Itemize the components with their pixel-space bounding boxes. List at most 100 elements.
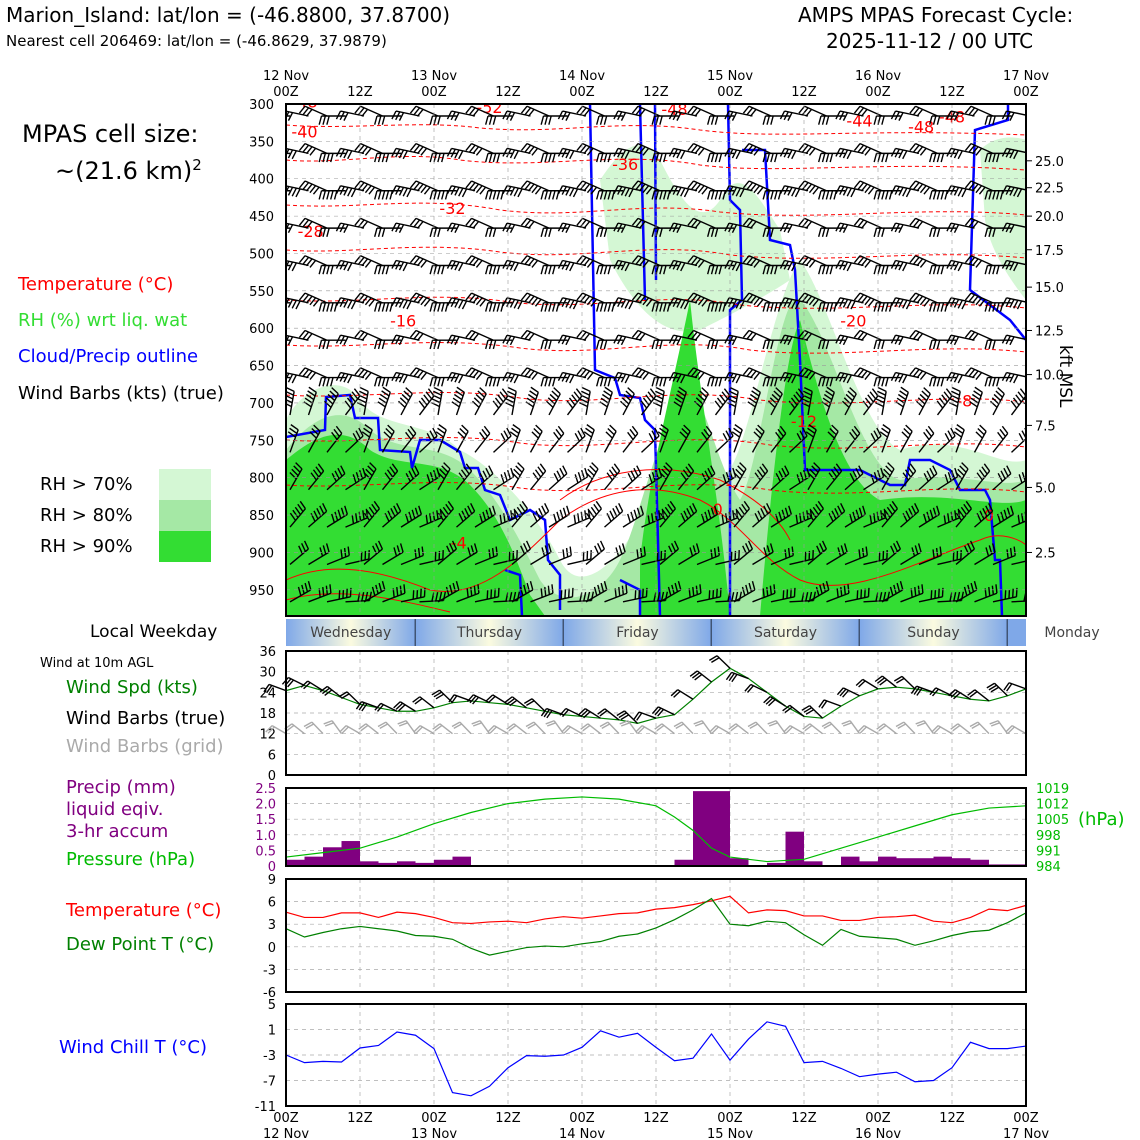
wind-10m-title: Wind at 10m AGL	[40, 656, 154, 671]
weekday-band	[1007, 619, 1026, 646]
wind-barb-feather	[557, 372, 564, 381]
temperature-panel-frame	[285, 878, 1027, 993]
wind-barb-feather	[787, 112, 793, 121]
wind-barb-feather	[291, 468, 299, 477]
wind-barb-feather	[264, 116, 266, 125]
wind-barb-feather	[953, 112, 960, 121]
wind-barb-feather	[751, 390, 760, 397]
wind-barb-feather	[668, 297, 675, 307]
wind-barb-feather	[491, 547, 495, 558]
wind-barb-feather	[873, 513, 876, 523]
wind-barb-feather	[839, 148, 845, 158]
wind-barb	[955, 508, 972, 528]
wind-barb-feather	[690, 294, 698, 303]
wind-barb-feather	[557, 260, 564, 269]
wind-barb-feather	[826, 386, 835, 393]
temperature-contour-label: -32	[439, 199, 465, 218]
wind-barb-feather	[779, 185, 786, 195]
wind-barb-feather	[968, 294, 976, 303]
wind-barb-feather	[366, 509, 373, 518]
wind-barb-feather	[631, 143, 639, 152]
wind-barb-feather	[1005, 111, 1011, 121]
grid-wind-barb	[1011, 725, 1027, 735]
wind-barb-feather	[506, 186, 512, 195]
wind-barb-feather	[520, 180, 528, 189]
wind-barb	[900, 592, 924, 603]
wind-barb	[395, 147, 420, 155]
wind-barb-feather	[1009, 187, 1015, 196]
wind-barb-feather	[679, 431, 687, 439]
grid-wind-barb	[883, 723, 897, 735]
wind-barb-feather	[414, 549, 417, 559]
wind-barb-feather	[275, 265, 277, 274]
wind-barb-feather	[309, 372, 317, 380]
wind-barb-feather	[694, 146, 702, 155]
wind-barb-feather	[839, 298, 845, 308]
wind-barb-feather	[946, 185, 952, 195]
wind-barb-feather	[663, 190, 667, 200]
wind-barb-feather	[569, 262, 575, 272]
wind-barb	[585, 508, 602, 528]
wind-barb	[715, 517, 738, 528]
wind-barb-feather	[599, 265, 604, 275]
wind-barb	[419, 517, 442, 528]
wind-barb	[673, 185, 698, 192]
surface-wind-barb-feather	[485, 694, 494, 702]
pressure-tick-label: 984	[1036, 860, 1061, 875]
wind-barb-feather	[858, 465, 864, 474]
wind-barb-feather	[436, 510, 439, 520]
wind-barb-feather	[733, 427, 742, 434]
surface-wind-barb	[716, 655, 731, 669]
wind-barb-feather	[607, 377, 612, 387]
wind-barb-feather	[813, 462, 821, 470]
wind-barb-feather	[331, 387, 339, 395]
wind-barb-feather	[271, 265, 273, 274]
wind-barb-feather	[298, 143, 306, 152]
wind-barb-feather	[950, 373, 956, 382]
wind-barb-feather	[835, 185, 841, 195]
wind-barb-feather	[513, 468, 521, 477]
wind-barb-feather	[454, 149, 460, 159]
wind-barb	[844, 393, 857, 416]
wind-barb	[286, 110, 309, 117]
wind-barb-feather	[672, 148, 678, 158]
wind-barb	[474, 473, 494, 491]
wind-barb-feather	[390, 507, 396, 517]
wind-barb	[340, 297, 365, 304]
wind-barb	[304, 105, 328, 117]
grid-wind-barb	[291, 723, 305, 735]
pressure-tick-label: 750	[249, 434, 274, 449]
wind-barb-feather	[337, 509, 342, 519]
pressure-tick-label: 600	[249, 322, 274, 337]
wind-barb-feather	[996, 265, 1000, 275]
wind-barb-feather	[607, 190, 612, 200]
wind-barb-feather	[993, 393, 1002, 402]
wind-barb-feather	[301, 584, 305, 594]
wind-barb-feather	[551, 584, 554, 594]
wind-barb-feather	[808, 185, 816, 194]
wind-barb-feather	[583, 431, 592, 438]
wind-barb-feather	[562, 549, 565, 559]
wind-barb-feather	[562, 465, 568, 474]
wind-barb-feather	[788, 505, 793, 515]
grid-wind-barb-feather	[785, 726, 793, 734]
wind-barb	[562, 185, 587, 192]
wind-speed-tick-label: 6	[268, 748, 276, 763]
wind-barb-feather	[989, 400, 998, 408]
wind-barb-feather	[423, 298, 431, 307]
wind-barb	[950, 222, 975, 229]
wind-barb-feather	[492, 302, 497, 312]
wind-barb-feather	[443, 462, 451, 470]
wind-barb-feather	[767, 400, 776, 408]
wind-barb-feather	[540, 302, 545, 312]
wind-barb-feather	[446, 372, 453, 381]
wind-barb	[807, 508, 824, 528]
wind-barb-feather	[928, 153, 933, 163]
wind-barb-feather	[1021, 513, 1024, 523]
wind-barb-feather	[497, 394, 504, 403]
wind-barb-feather	[552, 302, 556, 312]
wind-barb-feather	[847, 584, 850, 594]
wind-barb-feather	[488, 227, 493, 237]
wind-barb-feather	[997, 431, 1004, 440]
surface-wind-barb-feather	[451, 695, 458, 704]
